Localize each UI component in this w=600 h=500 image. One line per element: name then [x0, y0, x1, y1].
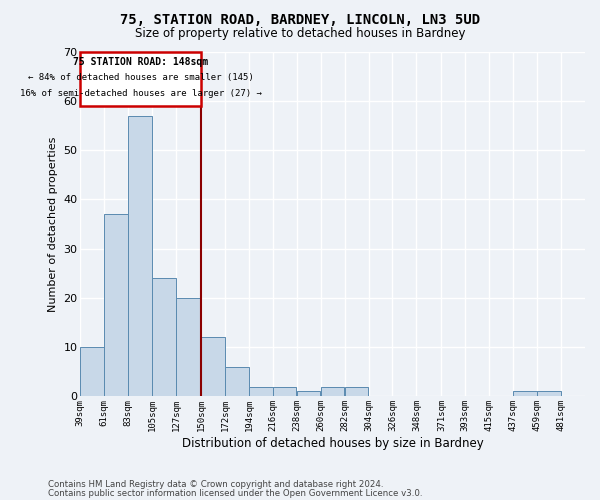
X-axis label: Distribution of detached houses by size in Bardney: Distribution of detached houses by size …: [182, 437, 484, 450]
Text: 75, STATION ROAD, BARDNEY, LINCOLN, LN3 5UD: 75, STATION ROAD, BARDNEY, LINCOLN, LN3 …: [120, 12, 480, 26]
Bar: [128, 116, 152, 396]
Text: Contains public sector information licensed under the Open Government Licence v3: Contains public sector information licen…: [48, 488, 422, 498]
Text: 75 STATION ROAD: 148sqm: 75 STATION ROAD: 148sqm: [73, 58, 208, 68]
Text: ← 84% of detached houses are smaller (145): ← 84% of detached houses are smaller (14…: [28, 72, 254, 82]
Bar: [80, 347, 104, 397]
FancyBboxPatch shape: [80, 52, 201, 106]
Bar: [320, 386, 344, 396]
Bar: [513, 392, 537, 396]
Bar: [297, 392, 320, 396]
Bar: [104, 214, 128, 396]
Y-axis label: Number of detached properties: Number of detached properties: [48, 136, 58, 312]
Bar: [225, 367, 248, 396]
Bar: [344, 386, 368, 396]
Text: 16% of semi-detached houses are larger (27) →: 16% of semi-detached houses are larger (…: [20, 89, 262, 98]
Bar: [152, 278, 176, 396]
Bar: [249, 386, 272, 396]
Bar: [537, 392, 561, 396]
Text: Size of property relative to detached houses in Bardney: Size of property relative to detached ho…: [135, 28, 465, 40]
Bar: [176, 298, 200, 396]
Text: Contains HM Land Registry data © Crown copyright and database right 2024.: Contains HM Land Registry data © Crown c…: [48, 480, 383, 489]
Bar: [201, 338, 224, 396]
Bar: [273, 386, 296, 396]
